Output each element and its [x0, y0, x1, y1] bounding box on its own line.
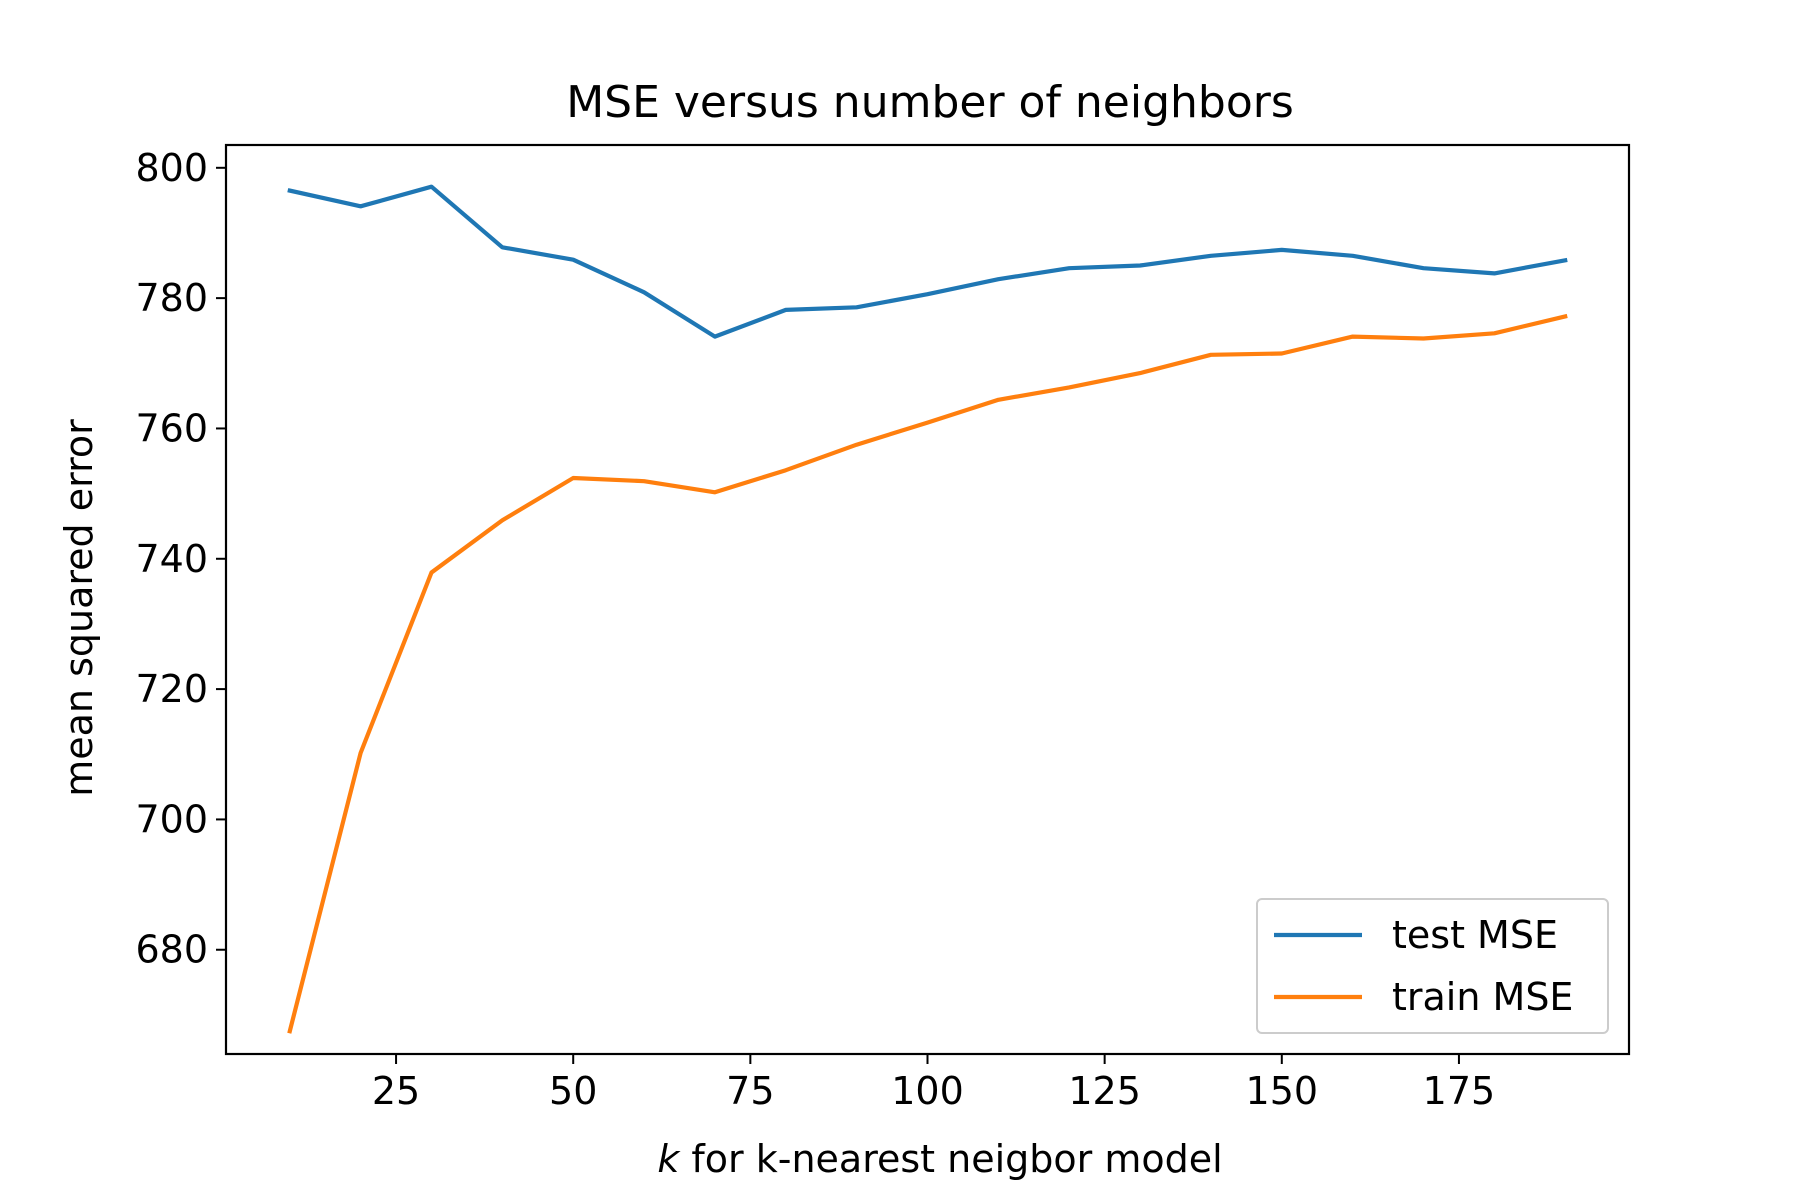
data-point-train-mse-90: [855, 443, 859, 447]
y-tick-label: 720: [135, 667, 208, 711]
data-point-test-mse-20: [359, 204, 363, 208]
data-point-train-mse-170: [1422, 337, 1426, 341]
data-point-test-mse-10: [288, 189, 292, 193]
x-tick-label: 100: [891, 1069, 964, 1113]
x-axis-label: k for k-nearest neigbor model: [657, 1137, 1222, 1181]
data-point-test-mse-70: [713, 335, 717, 339]
data-point-train-mse-40: [500, 518, 504, 522]
data-point-train-mse-190: [1563, 314, 1567, 318]
data-point-train-mse-180: [1492, 331, 1496, 335]
x-tick-label: 75: [726, 1069, 774, 1113]
data-point-test-mse-150: [1280, 248, 1284, 252]
data-point-train-mse-120: [1067, 385, 1071, 389]
x-tick-label: 150: [1246, 1069, 1319, 1113]
x-tick-label: 25: [372, 1069, 420, 1113]
data-point-test-mse-80: [784, 308, 788, 312]
data-point-train-mse-130: [1138, 371, 1142, 375]
legend-label-train-mse: train MSE: [1392, 975, 1573, 1019]
data-point-train-mse-20: [359, 751, 363, 755]
data-point-train-mse-60: [642, 479, 646, 483]
y-tick-label: 760: [135, 406, 208, 450]
data-point-train-mse-140: [1209, 353, 1213, 357]
data-point-test-mse-170: [1422, 266, 1426, 270]
data-point-train-mse-30: [429, 570, 433, 574]
y-tick-label: 780: [135, 276, 208, 320]
legend-label-test-mse: test MSE: [1392, 913, 1558, 957]
data-point-train-mse-100: [926, 421, 930, 425]
y-tick-label: 740: [135, 537, 208, 581]
y-tick-label: 800: [135, 146, 208, 190]
data-point-test-mse-100: [926, 292, 930, 296]
data-point-train-mse-70: [713, 490, 717, 494]
x-tick-label: 175: [1423, 1069, 1496, 1113]
data-point-test-mse-110: [996, 277, 1000, 281]
data-point-train-mse-160: [1351, 335, 1355, 339]
data-point-train-mse-80: [784, 468, 788, 472]
data-point-train-mse-110: [996, 398, 1000, 402]
data-point-test-mse-160: [1351, 254, 1355, 258]
data-point-test-mse-190: [1563, 258, 1567, 262]
data-point-test-mse-140: [1209, 254, 1213, 258]
data-point-test-mse-30: [429, 185, 433, 189]
data-point-test-mse-40: [500, 245, 504, 249]
x-tick-label: 125: [1068, 1069, 1141, 1113]
series-line-train-mse: [287, 313, 1568, 1034]
data-point-train-mse-10: [288, 1029, 292, 1033]
x-axis: 25 50 75 100 125 150 175: [372, 1054, 1495, 1113]
data-point-test-mse-130: [1138, 264, 1142, 268]
data-point-test-mse-50: [571, 258, 575, 262]
data-point-train-mse-150: [1280, 352, 1284, 356]
chart-title: MSE versus number of neighbors: [566, 77, 1294, 128]
y-tick-label: 700: [135, 797, 208, 841]
x-tick-label: 50: [549, 1069, 597, 1113]
legend-box: [1256, 898, 1609, 1034]
legend: test MSE train MSE: [1256, 898, 1609, 1034]
series-line-test-mse: [287, 184, 1568, 339]
data-point-test-mse-60: [642, 290, 646, 294]
data-point-test-mse-90: [855, 305, 859, 309]
y-axis: 680 700 720 740 760 780 800: [135, 146, 226, 972]
data-point-test-mse-120: [1067, 266, 1071, 270]
data-point-test-mse-180: [1492, 271, 1496, 275]
y-tick-label: 680: [135, 928, 208, 972]
y-axis-label: mean squared error: [57, 419, 101, 797]
data-point-train-mse-50: [571, 476, 575, 480]
